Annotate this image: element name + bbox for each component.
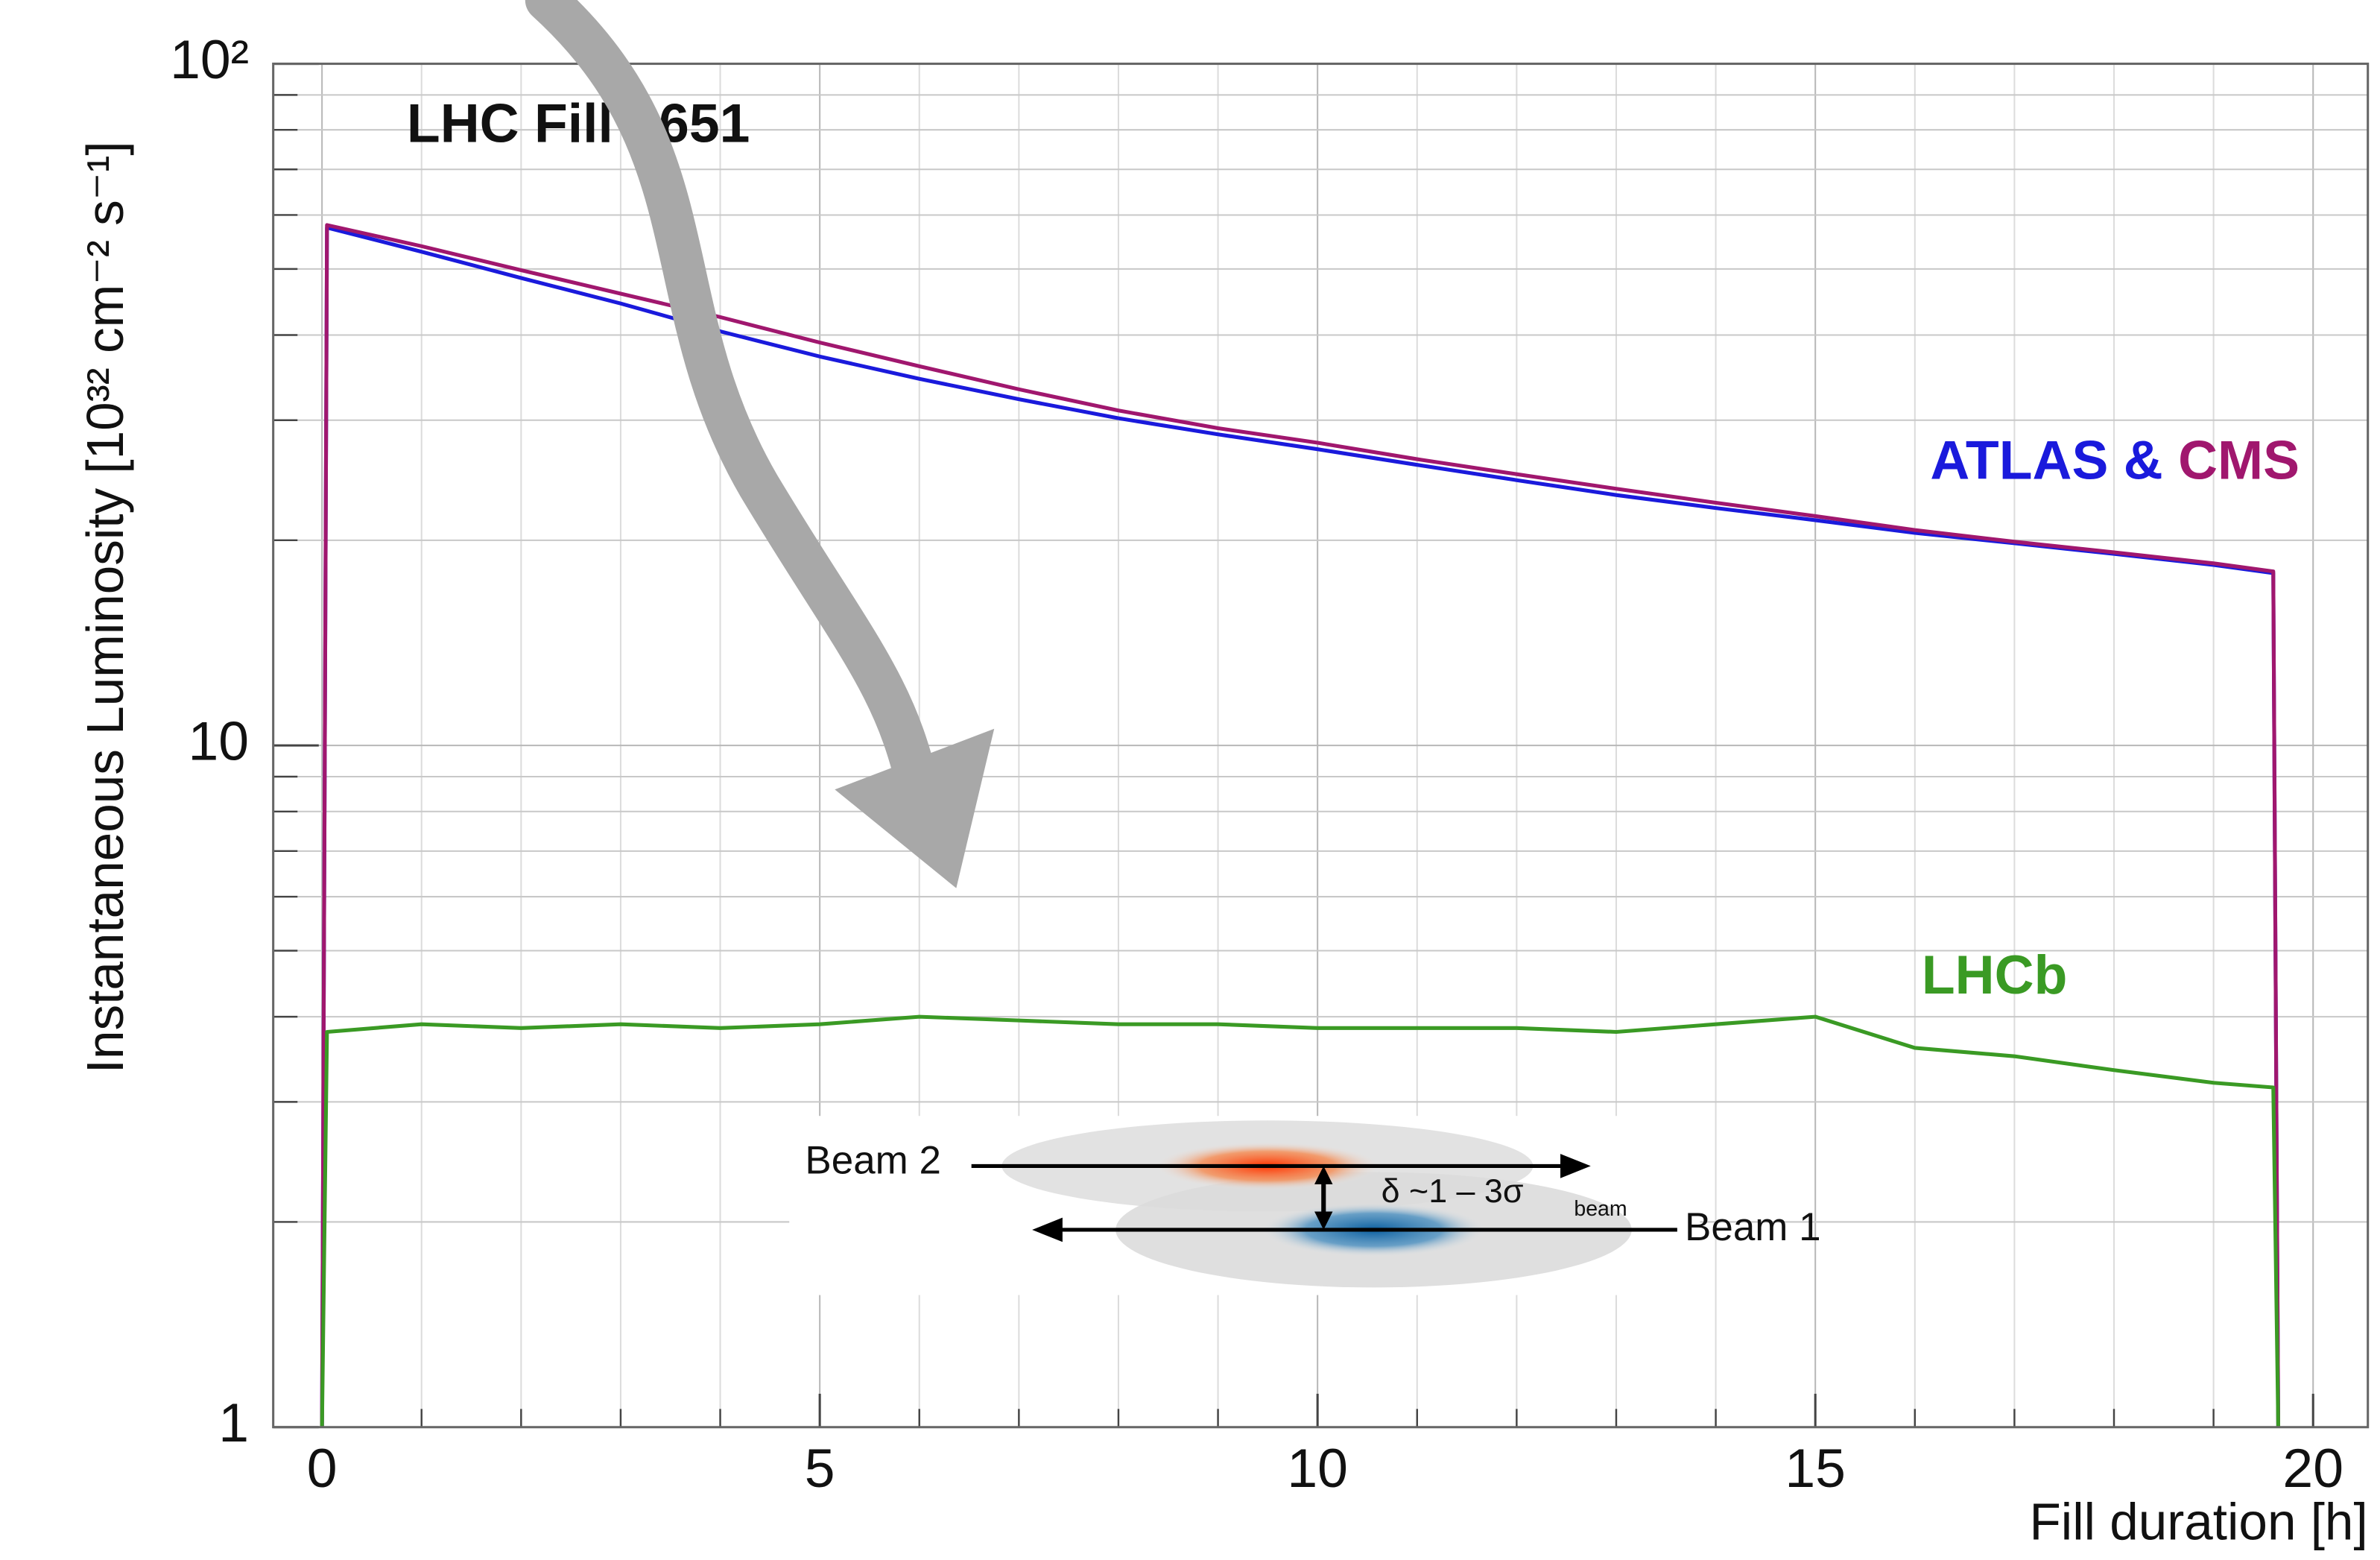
y-tick-label: 1 <box>218 1392 249 1453</box>
annotation: Beam 2 <box>805 1138 941 1182</box>
beam-diagram: Beam 2 Beam 1 δ ~1 – 3σ beam <box>805 1120 1821 1288</box>
x-axis-label: Fill duration [h] <box>2030 1492 2368 1550</box>
plot-area <box>320 223 2281 1427</box>
arrow-head <box>1560 1154 1591 1178</box>
annotation: Beam 1 <box>1685 1205 1821 1249</box>
x-tick-label: 15 <box>1785 1438 1846 1499</box>
pointer-arrow-head <box>835 728 995 888</box>
legend: LHCb <box>1922 944 2068 1005</box>
x-tick-label: 10 <box>1287 1438 1348 1499</box>
pointer-arrow <box>525 0 940 811</box>
legend-joiner: & <box>2124 430 2163 491</box>
arrow-head <box>1314 1211 1333 1230</box>
chart-title: LHC Fill 2651 <box>407 92 750 154</box>
arrow-head <box>1032 1217 1063 1242</box>
legend-entry: CMS <box>2178 430 2300 491</box>
y-axis-label: Instantaneous Luminosity [10³² cm⁻² s⁻¹] <box>76 141 134 1073</box>
y-tick-label: 10² <box>170 29 249 90</box>
legend-entry: ATLAS <box>1930 430 2108 491</box>
legend: ATLAS & CMS <box>1930 430 2300 491</box>
plot-frame <box>272 63 2370 1429</box>
x-tick-label: 5 <box>805 1438 835 1499</box>
legend-entry: LHCb <box>1922 944 2068 1005</box>
x-tick-label: 0 <box>307 1438 338 1499</box>
x-tick-label: 20 <box>2282 1438 2343 1499</box>
annotation: beam <box>1574 1197 1627 1221</box>
series-line <box>320 1014 2281 1427</box>
series-line <box>320 223 2281 1427</box>
annotation: δ ~1 – 3σ <box>1382 1172 1524 1210</box>
arrow-head <box>1314 1166 1333 1184</box>
y-tick-label: 10 <box>188 711 249 772</box>
